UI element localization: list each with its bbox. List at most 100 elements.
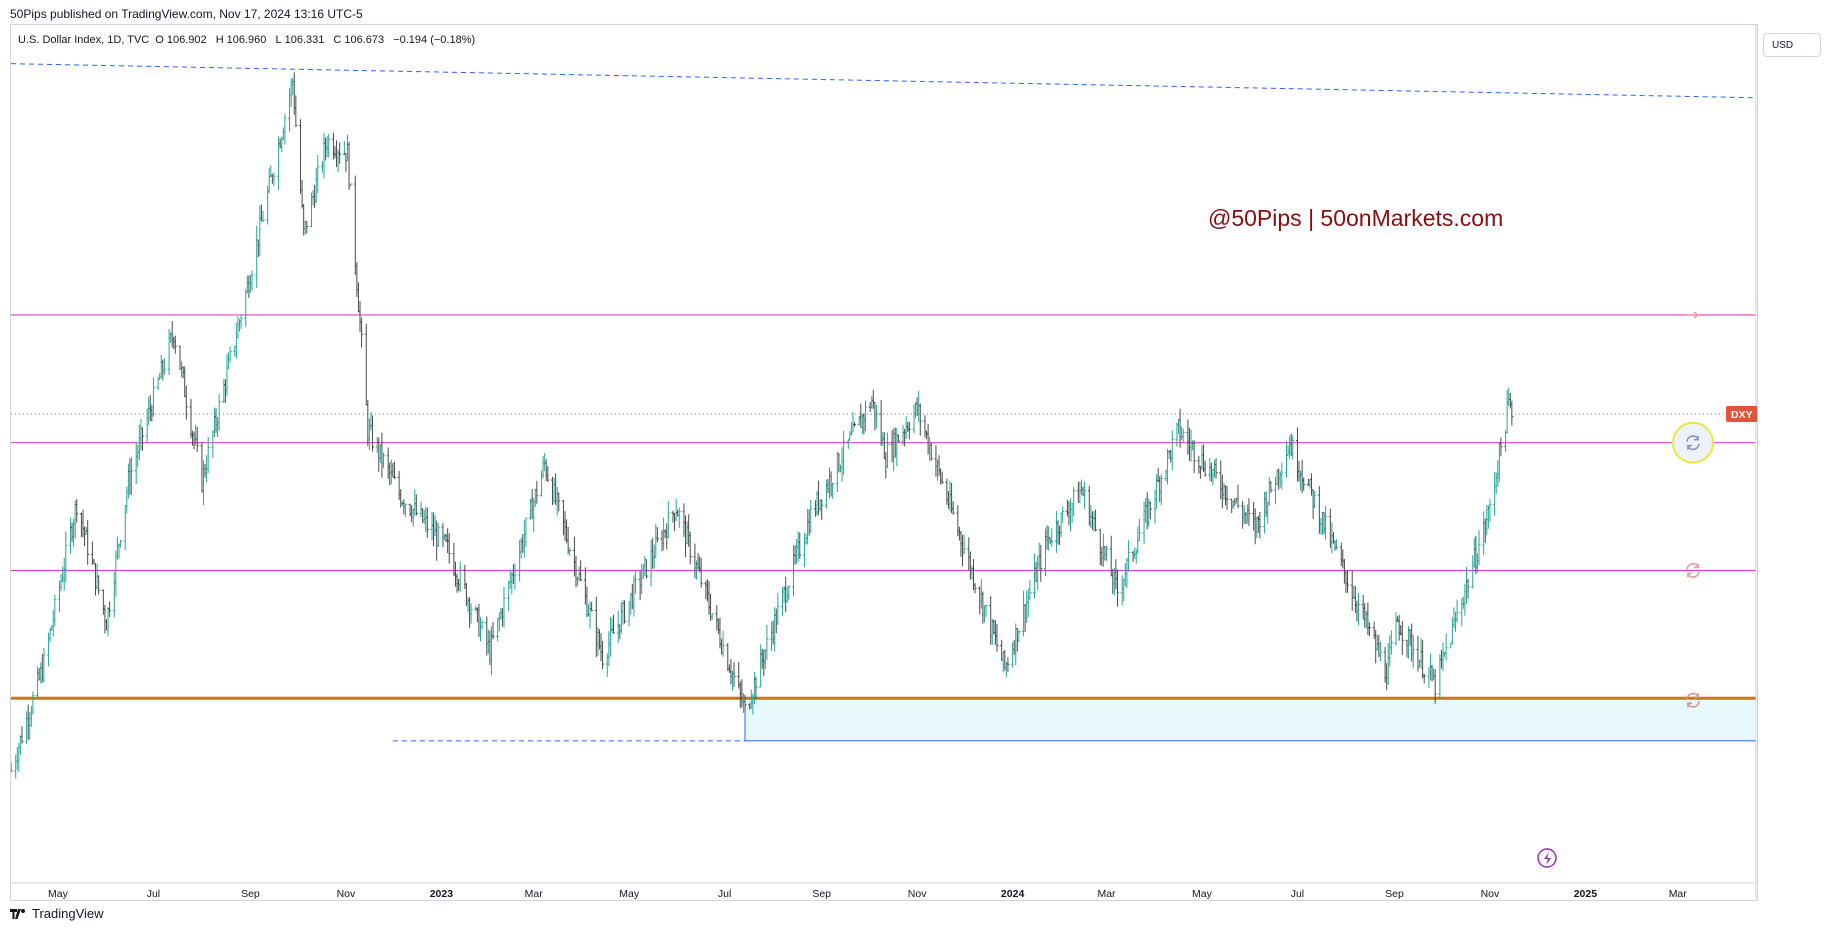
ohlc-bar <box>1219 460 1223 500</box>
ohlc-bar <box>666 500 670 539</box>
ohlc-bar <box>968 551 972 580</box>
ohlc-bar <box>1094 509 1098 532</box>
ohlc-bar <box>546 466 550 483</box>
ohlc-bar <box>784 576 788 613</box>
ohlc-bar <box>826 478 830 494</box>
ohlc-bar <box>1444 632 1448 661</box>
ohlc-bar <box>433 515 437 537</box>
ohlc-bar <box>1197 455 1201 474</box>
ohlc-bar <box>590 602 594 612</box>
ohlc-bar <box>469 603 473 624</box>
ohlc-bar <box>1166 448 1170 485</box>
ohlc-bar <box>1253 508 1257 545</box>
ohlc-bar <box>1026 588 1030 617</box>
ohlc-bar <box>1050 528 1054 547</box>
ohlc-bar <box>773 607 777 652</box>
ohlc-bar <box>561 499 565 536</box>
ohlc-bar <box>1045 525 1049 550</box>
ohlc-bar <box>1191 440 1195 451</box>
ohlc-bar <box>1313 490 1317 509</box>
ohlc-bar <box>566 527 570 555</box>
time-tick-label: 2025 <box>1574 888 1598 900</box>
ohlc-bar <box>1275 469 1279 485</box>
ohlc-bar <box>1189 429 1193 462</box>
last-price-badge <box>1726 406 1757 423</box>
ohlc-bar <box>335 140 339 168</box>
ohlc-bar <box>369 412 373 431</box>
ohlc-bar <box>627 600 631 627</box>
ohlc-bar <box>915 397 919 417</box>
currency-button[interactable]: USD <box>1763 33 1821 57</box>
ohlc-bar <box>1078 481 1082 503</box>
ohlc-bar <box>1408 629 1412 646</box>
ohlc-bar <box>707 580 711 615</box>
ohlc-bar <box>397 470 401 501</box>
dashed-trendline <box>11 63 1757 99</box>
ohlc-bar <box>829 471 833 497</box>
ohlc-bar <box>261 210 265 222</box>
ohlc-bar <box>1438 654 1442 700</box>
ohlc-bar <box>1159 474 1163 506</box>
ohlc-bar <box>693 543 697 579</box>
ohlc-bar <box>1452 607 1456 628</box>
ohlc-bar <box>1439 649 1443 669</box>
ohlc-bar <box>760 648 764 669</box>
ohlc-bar <box>1291 435 1295 460</box>
ohlc-bar <box>989 596 993 645</box>
ohlc-bar <box>136 444 140 467</box>
ohlc-bar <box>817 480 821 515</box>
ohlc-bar <box>422 509 426 524</box>
price-chart[interactable]: 97.00098.00099.000100.000101.000102.0001… <box>11 25 1757 900</box>
ohlc-bar <box>643 556 647 577</box>
ohlc-bar <box>480 620 484 630</box>
ohlc-bar <box>411 508 415 527</box>
ohlc-bar <box>990 618 994 645</box>
ohlc-bar <box>1123 563 1127 587</box>
ohlc-bar <box>15 747 19 771</box>
ohlc-bar <box>1047 526 1051 551</box>
ohlc-bar <box>345 134 349 162</box>
ohlc-bar <box>150 404 154 422</box>
ohlc-bar <box>785 586 789 603</box>
ohlc-bar <box>1471 555 1475 589</box>
ohlc-bar <box>1011 642 1015 668</box>
ohlc-bar <box>688 531 692 565</box>
ohlc-bar <box>640 563 644 595</box>
time-tick-label: Mar <box>1097 888 1116 900</box>
ohlc-bar <box>499 607 503 620</box>
ohlc-bar <box>1076 481 1080 503</box>
ohlc-bar <box>1039 544 1043 583</box>
ohlc-bar <box>26 704 30 740</box>
ohlc-bar <box>1477 530 1481 566</box>
ohlc-bar <box>358 301 362 333</box>
ohlc-bar <box>610 617 614 634</box>
ohlc-bar <box>860 413 864 435</box>
ohlc-bar <box>665 523 669 550</box>
ohlc-bar <box>926 423 930 455</box>
ohlc-bar <box>838 464 842 473</box>
ohlc-bar <box>1295 427 1299 482</box>
ohlc-bar <box>765 624 769 660</box>
ohlc-bar <box>1474 536 1478 574</box>
ohlc-bar <box>820 499 824 520</box>
ohlc-bar <box>375 437 379 453</box>
ohlc-bar <box>532 497 536 533</box>
ohlc-bar <box>804 533 808 544</box>
ohlc-bar <box>1389 630 1393 655</box>
ohlc-bar <box>1103 546 1107 561</box>
ohlc-bar <box>244 288 248 327</box>
ohlc-bar <box>216 417 220 437</box>
ohlc-bar <box>1079 479 1083 495</box>
ohlc-bar <box>644 559 648 579</box>
ohlc-bar <box>39 662 43 684</box>
ohlc-bar <box>1072 487 1076 516</box>
ohlc-bar <box>1328 508 1332 548</box>
ohlc-bar <box>250 270 254 291</box>
ohlc-bar <box>1344 571 1348 593</box>
chart-frame[interactable]: 97.00098.00099.000100.000101.000102.0001… <box>10 24 1758 901</box>
ohlc-bar <box>673 512 677 532</box>
ohlc-bar <box>774 608 778 634</box>
ohlc-bar <box>1331 531 1335 544</box>
ohlc-bar <box>325 136 329 158</box>
ohlc-bar <box>256 239 260 258</box>
